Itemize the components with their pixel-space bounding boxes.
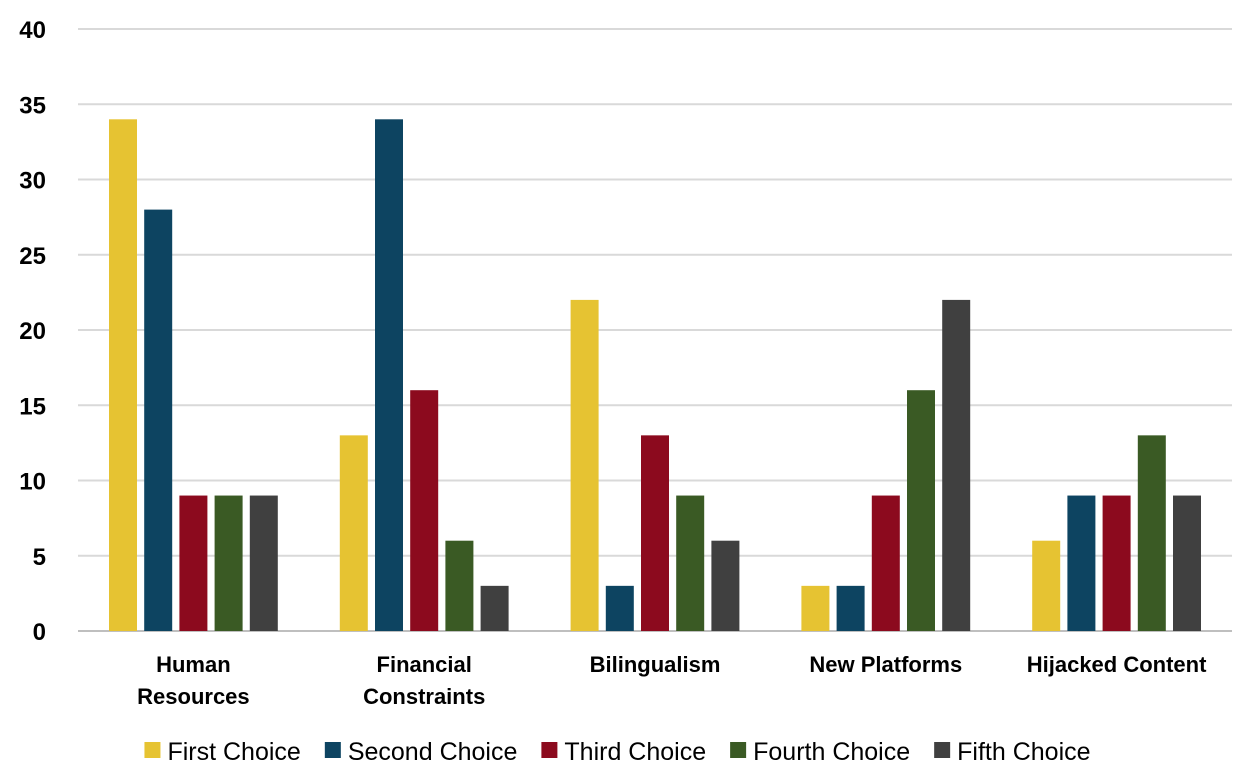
x-category-label: Human (156, 652, 231, 677)
bar (641, 435, 669, 631)
bar (942, 299, 971, 631)
bar (1137, 435, 1166, 631)
y-tick-label: 40 (19, 17, 46, 44)
bar (1102, 495, 1131, 631)
y-tick-label: 5 (33, 544, 46, 571)
bar (109, 119, 137, 632)
x-axis-categories: Human Resources Financial Constraints Biling… (137, 652, 1207, 709)
bar (339, 435, 368, 631)
bar (249, 495, 278, 631)
bar (410, 390, 439, 631)
legend-swatch (324, 742, 341, 758)
legend-item: Fourth Choice (730, 738, 910, 764)
legend: First Choice Second Choice Third Choice Fou… (144, 738, 1091, 764)
bar (144, 209, 173, 631)
bar (1173, 495, 1201, 631)
x-category-label: New Platforms (809, 652, 962, 677)
legend-label: Third Choice (564, 738, 706, 764)
legend-item: First Choice (144, 738, 301, 764)
legend-item: Third Choice (541, 738, 706, 764)
y-axis-ticks: 0 5 10 15 20 25 30 35 40 (19, 17, 46, 646)
bar (676, 495, 705, 631)
y-tick-label: 35 (19, 92, 46, 119)
x-category-label: Hijacked Content (1027, 652, 1207, 677)
y-tick-label: 10 (19, 469, 46, 496)
y-tick-label: 15 (19, 393, 46, 420)
x-category-label: Financial (377, 652, 472, 677)
y-tick-label: 0 (33, 619, 46, 646)
legend-label: Fourth Choice (753, 738, 910, 764)
x-category-label: Constraints (363, 684, 485, 709)
legend-swatch (730, 742, 747, 758)
legend-item: Fifth Choice (934, 738, 1091, 764)
bar (445, 540, 474, 631)
bars (109, 119, 1201, 632)
bar (871, 495, 900, 631)
bar (480, 585, 509, 631)
bar (214, 495, 243, 631)
y-tick-label: 25 (19, 243, 46, 270)
bar (836, 585, 865, 631)
legend-label: Second Choice (348, 738, 518, 764)
bar (711, 540, 740, 631)
legend-swatch (541, 742, 558, 758)
y-tick-label: 20 (19, 318, 46, 345)
bar (1032, 540, 1061, 631)
bar (605, 585, 634, 631)
bar (1067, 495, 1096, 631)
y-tick-label: 30 (19, 168, 46, 195)
bar (570, 299, 599, 631)
bar (907, 390, 935, 631)
x-category-label: Resources (137, 684, 250, 709)
x-category-label: Bilingualism (590, 652, 721, 677)
legend-swatch (144, 742, 161, 758)
bar (375, 119, 403, 632)
legend-label: First Choice (167, 738, 300, 764)
bar (801, 585, 830, 631)
legend-item: Second Choice (324, 738, 518, 764)
legend-swatch (934, 742, 951, 758)
legend-label: Fifth Choice (957, 738, 1090, 764)
bar (179, 495, 208, 631)
